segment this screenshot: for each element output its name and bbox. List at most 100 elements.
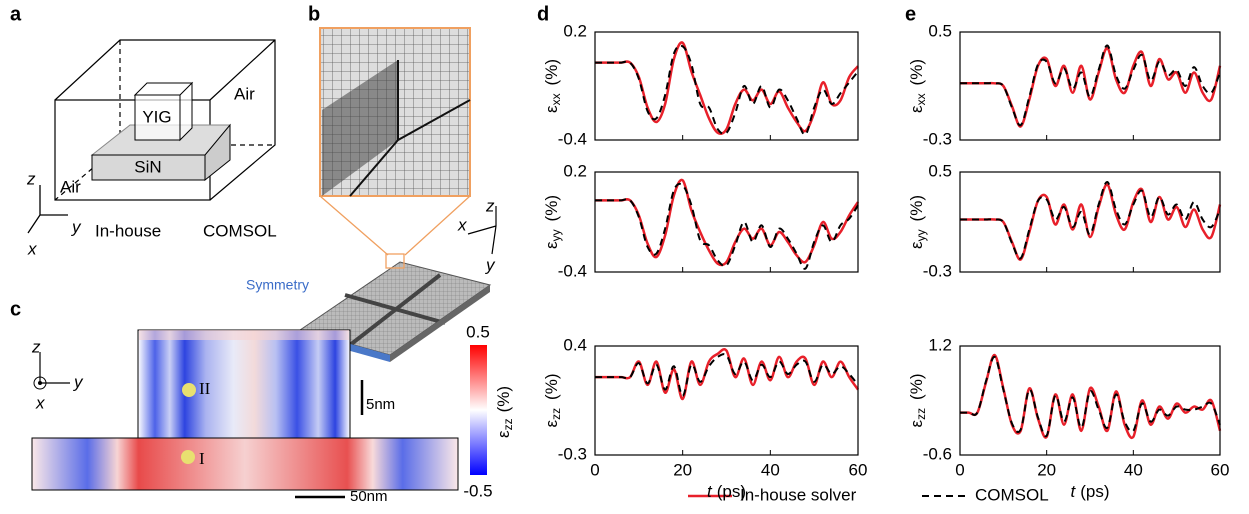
- y-axis-label: εzz (%): [907, 373, 928, 427]
- axis-label: y: [73, 372, 84, 391]
- scale-label: 50nm: [350, 488, 388, 505]
- colorbar-label: -0.5: [463, 481, 492, 500]
- scale-bar: [295, 380, 364, 499]
- series-line: [960, 183, 1222, 261]
- field-band: [139, 330, 349, 340]
- symbol: ε: [907, 105, 926, 113]
- x-tick-label: 60: [849, 460, 868, 479]
- y-tick-label: 1.2: [928, 335, 952, 354]
- air-label: Air: [234, 84, 255, 103]
- yig-block: [133, 81, 194, 142]
- axis-label: x: [35, 393, 45, 412]
- plot-frame: [594, 31, 859, 141]
- unit: (%): [542, 195, 561, 221]
- series-line: [595, 182, 859, 270]
- y-tick-label: -0.3: [558, 444, 587, 463]
- device-gap: [344, 273, 446, 347]
- yig-label: YIG: [142, 107, 171, 126]
- plot-frame: [959, 31, 1221, 141]
- series-line: [594, 353, 859, 397]
- subscript: yy: [549, 229, 563, 241]
- plot-frame: [959, 171, 1221, 273]
- y-tick-label: -0.3: [923, 261, 952, 280]
- chart: -0.6 1.2 0 20 40 60 εzz (%) t (ps): [907, 335, 1229, 501]
- zoom-box: [385, 253, 405, 269]
- unit: (%): [907, 59, 926, 85]
- chart: -0.4 0.2 εyy (%): [542, 161, 860, 280]
- chart: -0.4 0.2 εxx (%): [542, 21, 859, 148]
- x-tick-label: 0: [590, 460, 599, 479]
- symbol: ε: [542, 105, 561, 113]
- scale-label: 5nm: [366, 396, 395, 413]
- symmetry-label: Symmetry: [246, 277, 309, 293]
- panel-label: c: [10, 298, 21, 320]
- series-line: [960, 181, 1221, 260]
- symbol: ε: [907, 420, 926, 428]
- x-tick-label: 60: [1211, 460, 1230, 479]
- sin-label: SiN: [134, 157, 161, 176]
- subscript: zz: [501, 418, 515, 430]
- caption: In-house: [95, 221, 161, 240]
- axes-arrows: [39, 352, 70, 384]
- series-line: [594, 348, 860, 401]
- colorbar-title: εzz (%): [494, 386, 515, 438]
- unit: (ps): [1080, 482, 1109, 501]
- variable: t: [707, 482, 713, 501]
- plot-frame: [594, 345, 859, 456]
- unit: (%): [494, 386, 513, 412]
- series-line: [594, 44, 859, 136]
- y-axis-label: εyy (%): [542, 195, 563, 249]
- chart: -0.3 0.4 0 20 40 60 εzz (%) t (ps): [542, 335, 867, 501]
- series-line: [959, 46, 1222, 128]
- x-tick-label: 20: [1037, 460, 1056, 479]
- axis-label: x: [27, 239, 37, 258]
- panel-c: c II I 5nm 50nm 0.5 -0.5 εzz (%) z y x: [10, 298, 515, 505]
- probe-point: [181, 450, 195, 464]
- y-tick-label: -0.4: [558, 261, 587, 280]
- subscript: xx: [549, 93, 563, 105]
- panel-b: b Symmetry z x y: [246, 3, 497, 362]
- unit: (%): [542, 59, 561, 85]
- legend-label: In-house solver: [740, 485, 857, 504]
- axis-label: y: [485, 255, 496, 274]
- zoom-lines: [319, 195, 471, 256]
- axis-label: z: [26, 169, 36, 188]
- axis-out: [33, 376, 47, 390]
- side-face: [390, 285, 490, 362]
- subscript: yy: [914, 229, 928, 241]
- axes-arrows: [467, 206, 497, 255]
- series-line: [959, 355, 1221, 438]
- axis-label: z: [485, 196, 495, 215]
- legend-label: COMSOL: [975, 485, 1049, 504]
- x-tick-label: 40: [761, 460, 780, 479]
- x-tick-label: 40: [1124, 460, 1143, 479]
- y-axis-label: εxx (%): [907, 59, 928, 113]
- probe-point: [182, 383, 196, 397]
- unit: (%): [907, 373, 926, 399]
- symbol: ε: [542, 241, 561, 249]
- unit: (%): [542, 373, 561, 399]
- axis-label: z: [31, 337, 41, 356]
- yig-field: [137, 329, 351, 439]
- chart: -0.3 0.5 εyy (%): [907, 161, 1222, 280]
- y-tick-label: 0.2: [563, 161, 587, 180]
- y-axis-label: εzz (%): [542, 373, 563, 427]
- panel-label: b: [308, 3, 320, 25]
- colorbar-label: 0.5: [466, 322, 490, 341]
- caption: COMSOL: [203, 221, 277, 240]
- subscript: zz: [914, 408, 928, 420]
- y-tick-label: -0.3: [923, 129, 952, 148]
- series-line: [594, 41, 859, 135]
- plot-frame: [959, 345, 1221, 456]
- unit: (%): [907, 195, 926, 221]
- y-axis-label: εxx (%): [542, 59, 563, 113]
- mesh-shade: [322, 60, 398, 196]
- variable: t: [1070, 482, 1076, 501]
- sin-field: [31, 437, 459, 491]
- y-tick-label: -0.6: [923, 444, 952, 463]
- y-axis-label: εyy (%): [907, 195, 928, 249]
- axis-label: x: [457, 215, 467, 234]
- probe-label: II: [199, 379, 211, 398]
- mesh-edge: [349, 60, 471, 197]
